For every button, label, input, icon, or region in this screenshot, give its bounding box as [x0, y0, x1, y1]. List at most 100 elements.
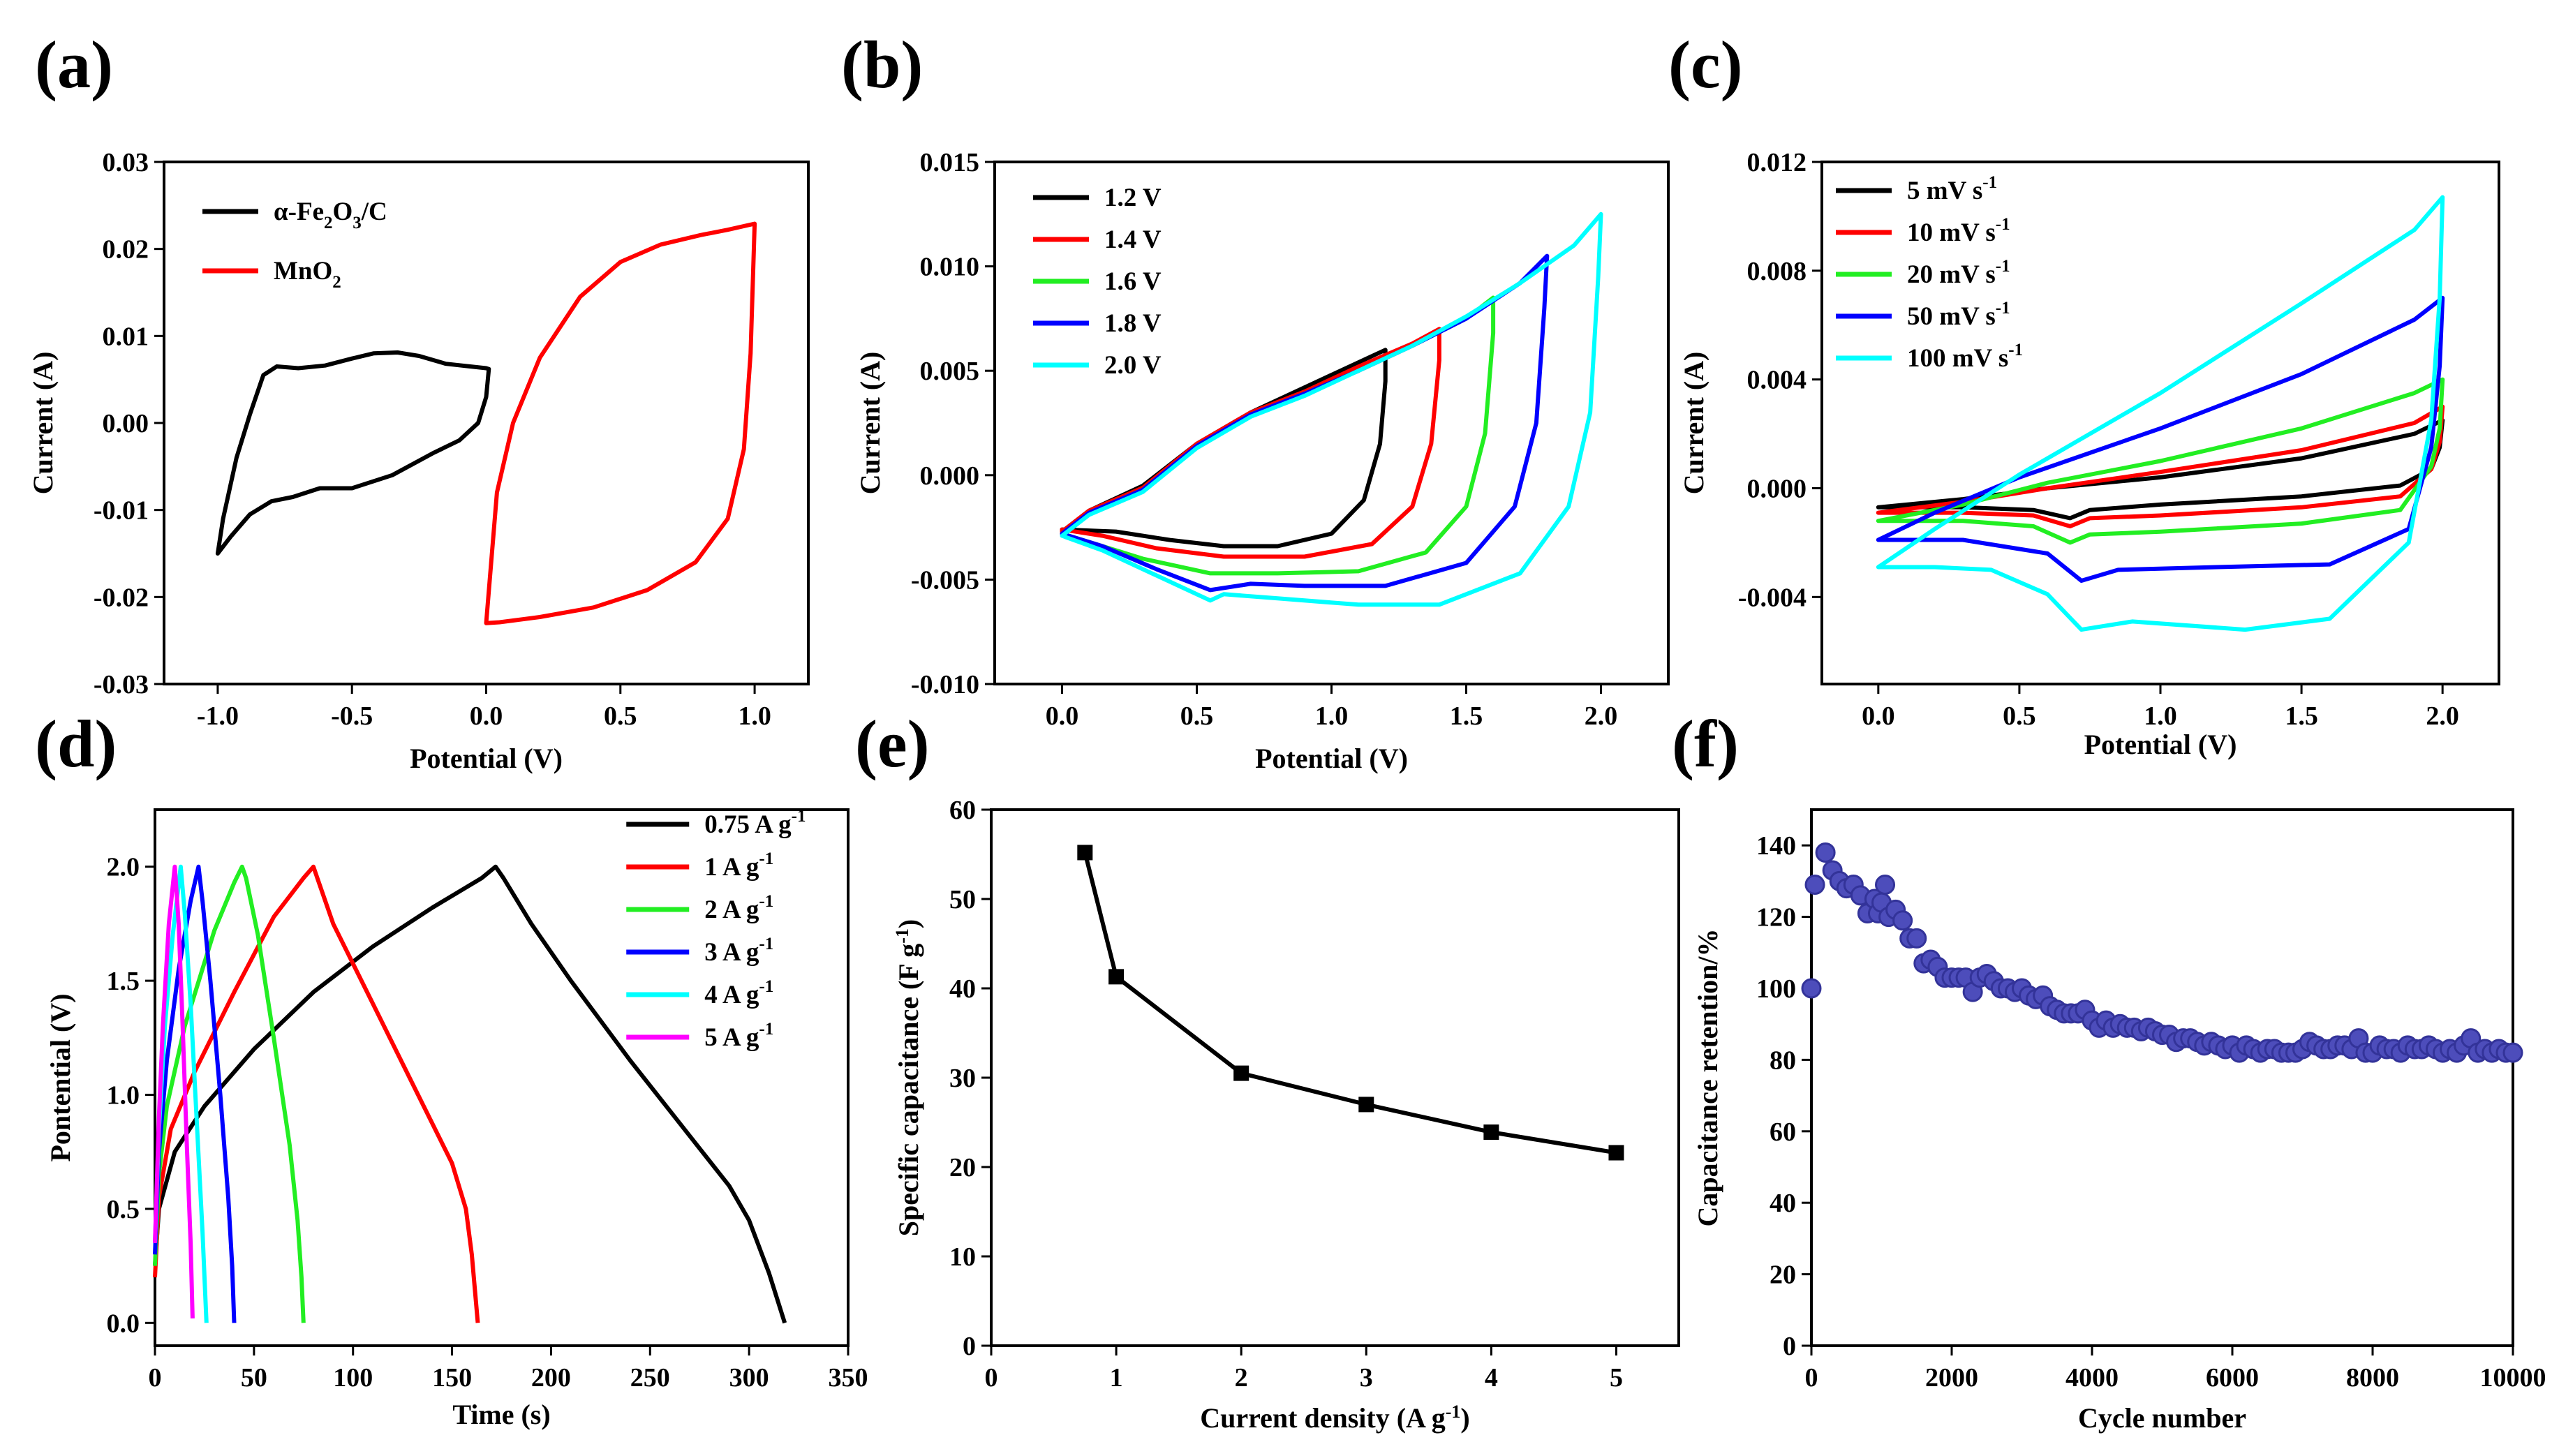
legend-label: 1.4 V [1104, 225, 1162, 254]
y-tick-label: 10 [949, 1242, 976, 1272]
legend-label: 1.2 V [1104, 184, 1162, 212]
y-axis-label: Capacitance retention/% [1692, 929, 1723, 1227]
legend-label: 1.6 V [1104, 267, 1162, 296]
y-tick-label: 0.015 [920, 148, 980, 177]
legend-label: 4 A g-1 [704, 977, 773, 1009]
x-tick-label: -0.5 [331, 701, 373, 731]
legend-label: 10 mV s-1 [1907, 215, 2010, 247]
panel-f: (f) 0 2000 4000 6000 8000 10000 0 20 40 60 80 100 120… [1672, 706, 2546, 1434]
x-tick-label: 0.5 [1180, 701, 1214, 731]
y-tick-label: 0.012 [1747, 148, 1807, 177]
x-tick-label: 8000 [2346, 1363, 2399, 1392]
data-point [2502, 1042, 2523, 1063]
data-point [1906, 928, 1927, 949]
y-tick-label: 1.5 [107, 967, 140, 996]
series-line [1083, 852, 1617, 1155]
legend-label: α-Fe2O3/C [274, 198, 387, 232]
y-tick-label: -0.03 [94, 670, 149, 699]
series-line [1876, 295, 2445, 583]
y-tick-label: 0.000 [1747, 475, 1807, 504]
y-tick-label: -0.01 [94, 496, 149, 526]
y-axis-label: Current (A) [854, 352, 886, 495]
x-axis-label: Time (s) [452, 1399, 550, 1430]
legend-label: 5 A g-1 [704, 1020, 773, 1052]
x-tick-label: 2 [1235, 1363, 1248, 1392]
x-tick-label: 0.0 [1862, 701, 1895, 731]
panel-label: (c) [1668, 27, 1743, 102]
x-tick-label: 2000 [1925, 1363, 1978, 1392]
x-tick-label: 4000 [2065, 1363, 2119, 1392]
panel-label: (f) [1672, 706, 1739, 781]
y-axis-label: Specific capacitance (F g-1) [892, 919, 924, 1237]
y-tick-label: 0 [963, 1332, 976, 1361]
x-tick-label: 200 [531, 1363, 571, 1392]
y-tick-label: 20 [949, 1153, 976, 1182]
data-point [1108, 969, 1125, 985]
x-tick-label: 0 [1805, 1363, 1818, 1392]
x-tick-label: 150 [432, 1363, 472, 1392]
y-tick-label: -0.02 [94, 583, 149, 612]
x-tick-label: 0 [985, 1363, 998, 1392]
series-line [153, 864, 237, 1323]
y-tick-label: 60 [949, 796, 976, 825]
legend-label: 0.75 A g-1 [704, 807, 806, 839]
x-tick-label: 1.0 [2144, 701, 2177, 731]
data-point [1801, 978, 1822, 999]
panel-label: (b) [841, 27, 923, 102]
x-tick-label: 0 [149, 1363, 162, 1392]
x-tick-label: -1.0 [197, 701, 239, 731]
y-tick-label: 0.000 [920, 461, 980, 491]
data-point [1804, 875, 1825, 896]
x-tick-label: 4 [1485, 1363, 1498, 1392]
legend-label: 1.8 V [1104, 309, 1162, 338]
y-tick-label: 0.5 [107, 1195, 140, 1224]
x-tick-label: 10000 [2480, 1363, 2546, 1392]
x-axis-label: Potential (V) [410, 743, 563, 774]
y-tick-label: 2.0 [107, 853, 140, 882]
series-line [153, 864, 306, 1323]
data-point [1875, 875, 1896, 896]
x-tick-label: 1 [1110, 1363, 1123, 1392]
x-tick-label: 5 [1610, 1363, 1623, 1392]
legend-label: 20 mV s-1 [1907, 257, 2010, 289]
x-axis-label: Potential (V) [2084, 729, 2237, 760]
legend-label: 100 mV s-1 [1907, 341, 2023, 373]
series-line [1060, 211, 1603, 607]
y-tick-label: 0 [1783, 1332, 1796, 1361]
y-tick-label: -0.010 [911, 670, 979, 699]
panel-a: (a) -1.0 -0.5 0.0 0.5 1.0 -0.03 -0.02 -0.01 0.00 0… [27, 27, 810, 774]
data-point [1233, 1065, 1249, 1081]
x-tick-label: 0.5 [604, 701, 637, 731]
y-tick-label: 1.0 [107, 1081, 140, 1110]
y-tick-label: 0.01 [103, 322, 149, 351]
legend-label: 2 A g-1 [704, 892, 773, 924]
x-axis-label: Current density (A g-1) [1200, 1402, 1469, 1434]
x-tick-label: 250 [630, 1363, 670, 1392]
y-axis-label: Pontential (V) [45, 993, 76, 1161]
y-tick-label: 100 [1756, 974, 1796, 1004]
legend-label: 50 mV s-1 [1907, 299, 2010, 331]
y-axis-label: Current (A) [1678, 352, 1709, 495]
x-tick-label: 6000 [2206, 1363, 2259, 1392]
y-tick-label: 120 [1756, 903, 1796, 933]
y-tick-label: -0.005 [911, 565, 979, 595]
legend-label: 2.0 V [1104, 351, 1162, 380]
x-axis-label: Cycle number [2078, 1402, 2246, 1434]
y-tick-label: 50 [949, 885, 976, 914]
y-tick-label: 60 [1770, 1117, 1796, 1147]
series-line [153, 864, 787, 1324]
y-tick-label: 0.02 [103, 235, 149, 265]
legend-label: 5 mV s-1 [1907, 173, 1997, 205]
y-tick-label: 0.008 [1747, 257, 1807, 286]
x-tick-label: 1.5 [2285, 701, 2318, 731]
y-tick-label: 140 [1756, 831, 1796, 861]
x-tick-label: 1.5 [1450, 701, 1483, 731]
series-line [484, 221, 757, 625]
y-tick-label: -0.004 [1738, 583, 1807, 612]
x-axis-label: Potential (V) [1255, 743, 1408, 774]
x-tick-label: 1.0 [1315, 701, 1349, 731]
plot-frame [993, 161, 1670, 685]
panel-d: (d) 0 50 100 150 200 250 300 350 0.0 0.5 1.0 1.5 2.0 T… [35, 706, 868, 1430]
y-tick-label: 0.010 [920, 253, 980, 282]
